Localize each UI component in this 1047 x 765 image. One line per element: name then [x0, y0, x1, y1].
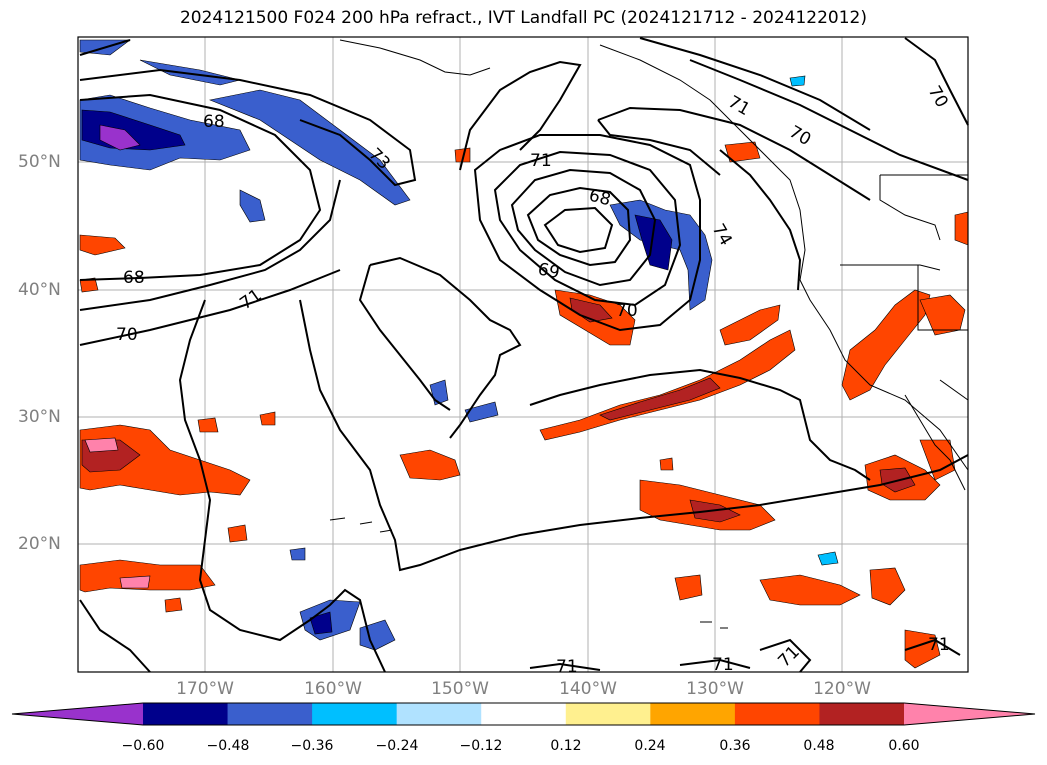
lat-label-40n: 40°N — [18, 280, 61, 300]
map-canvas[interactable]: 68 68 70 71 73 71 68 69 70 74 71 70 70 7… — [0, 0, 1047, 690]
colorbar-tick: −0.48 — [206, 738, 250, 754]
colorbar-cell — [819, 703, 905, 725]
lat-label-20n: 20°N — [18, 534, 61, 554]
colorbar-cell — [734, 703, 820, 725]
refractivity-contours — [79, 37, 969, 673]
contour-label: 71 — [928, 635, 950, 655]
lon-label-140w: 140°W — [559, 679, 617, 699]
colorbar-tick: 0.60 — [888, 738, 920, 754]
lat-label-50n: 50°N — [18, 152, 61, 172]
map-frame — [77, 36, 969, 673]
contour-label: 71 — [530, 151, 552, 171]
lon-label-170w: 170°W — [176, 679, 234, 699]
colorbar — [11, 702, 1036, 726]
lon-label-120w: 120°W — [813, 679, 871, 699]
contour-label: 69 — [536, 259, 561, 283]
colorbar-tick: 0.48 — [803, 738, 835, 754]
contour-label: 68 — [587, 186, 613, 211]
contour-label: 71 — [725, 92, 754, 120]
colorbar-cell — [650, 703, 736, 725]
colorbar-tick: −0.24 — [375, 738, 419, 754]
contour-label: 70 — [786, 122, 815, 150]
colorbar-cell — [312, 703, 398, 725]
colorbar-extend-low — [12, 703, 143, 725]
colorbar-tick: 0.24 — [634, 738, 666, 754]
colorbar-tick: −0.60 — [121, 738, 165, 754]
colorbar-tick: −0.12 — [459, 738, 503, 754]
colorbar-cells — [12, 703, 1035, 725]
coastlines — [329, 39, 969, 629]
colorbar-tick: 0.36 — [719, 738, 751, 754]
contour-label: 70 — [616, 301, 638, 321]
colorbar-outline — [11, 702, 1036, 726]
contour-label: 68 — [203, 112, 225, 132]
colorbar-cell — [396, 703, 482, 725]
lon-label-150w: 150°W — [431, 679, 489, 699]
colorbar-tick: 0.12 — [550, 738, 582, 754]
contour-label: 74 — [708, 221, 736, 250]
colorbar-cell — [143, 703, 229, 725]
colorbar-tick: −0.36 — [290, 738, 334, 754]
colorbar-cell — [565, 703, 651, 725]
colorbar-cell — [481, 703, 567, 725]
lat-label-30n: 30°N — [18, 407, 61, 427]
lon-label-160w: 160°W — [304, 679, 362, 699]
negative-refractivity-shading — [79, 39, 839, 651]
colorbar-cell — [227, 703, 313, 725]
lon-label-130w: 130°W — [686, 679, 744, 699]
contour-label: 70 — [116, 325, 138, 345]
positive-refractivity-shading — [79, 141, 969, 669]
colorbar-extend-high — [904, 703, 1035, 725]
map-title: 2024121500 F024 200 hPa refract., IVT La… — [179, 8, 867, 28]
contour-label: 71 — [712, 655, 734, 675]
contour-label: 71 — [774, 642, 803, 671]
contour-label: 68 — [123, 268, 145, 288]
contour-label: 71 — [556, 657, 578, 677]
